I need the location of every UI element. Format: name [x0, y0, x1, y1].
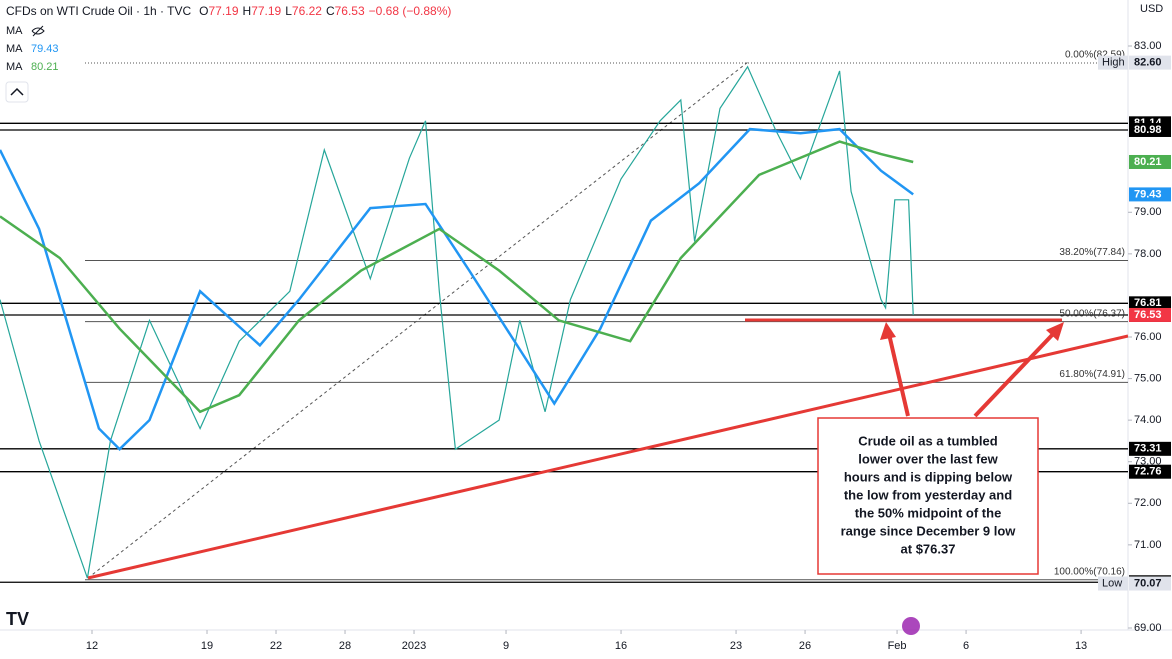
ohlc-key: L [285, 4, 292, 18]
indicator-name: MA [6, 43, 23, 55]
price-badge [1129, 464, 1171, 479]
price-badge [1129, 55, 1171, 70]
ohlc-value: 77.19 [251, 4, 281, 18]
y-tick-label: 71.00 [1134, 539, 1162, 551]
price-badge-label: 72.76 [1134, 466, 1162, 478]
indicator-value: 80.21 [31, 61, 59, 73]
price-badge-label: 82.60 [1134, 57, 1162, 69]
moving-average [0, 127, 914, 451]
chart-title: CFDs on WTI Crude Oil · 1h · TVC [6, 4, 191, 18]
annotation-box [817, 417, 1039, 575]
logo: TV [6, 609, 29, 629]
arrow [887, 333, 910, 417]
price-tag [1098, 55, 1128, 70]
x-tick-label: 23 [730, 640, 742, 652]
annotation-line: the low from yesterday and [844, 487, 1012, 502]
x-tick-label: Feb [888, 640, 907, 652]
currency: USD [1140, 3, 1163, 15]
y-tick-label: 72.00 [1134, 497, 1162, 509]
collapse-button[interactable] [5, 81, 29, 103]
price-badge-label: 73.31 [1134, 443, 1162, 455]
x-tick-label: 13 [1075, 640, 1087, 652]
event-icon[interactable] [902, 617, 920, 635]
arrow [973, 330, 1057, 418]
x-tick-label: 6 [963, 640, 969, 652]
ohlc-value: 76.22 [292, 4, 322, 18]
trendline [87, 334, 1129, 580]
price-badge [1129, 441, 1171, 456]
price-badge [1129, 122, 1171, 137]
fib-diagonal [87, 61, 749, 579]
y-tick-label: 74.00 [1134, 414, 1162, 426]
y-tick-label: 78.00 [1134, 248, 1162, 260]
indicator-name: MA [6, 25, 23, 37]
annotation-line: at $76.37 [901, 541, 956, 556]
annotation-line: range since December 9 low [841, 523, 1017, 538]
price-badge-label: 80.21 [1134, 156, 1162, 168]
ohlc-value: 77.19 [209, 4, 239, 18]
x-tick-label: 26 [799, 640, 811, 652]
y-tick-label: 76.00 [1134, 331, 1162, 343]
plot [0, 62, 1128, 583]
x-tick-label: 16 [615, 640, 627, 652]
ohlc-value: 76.53 [335, 4, 365, 18]
collapse-icon [10, 87, 24, 96]
price-badge [1129, 576, 1171, 591]
labels: CFDs on WTI Crude Oil · 1h · TVC O 77.19 H 7… [6, 3, 1171, 652]
fib-label: 0.00%(82.59) [1065, 50, 1125, 61]
y-tick-label: 75.00 [1134, 372, 1162, 384]
indicator-value: 79.43 [31, 43, 59, 55]
x-tick-label: 9 [503, 640, 509, 652]
ohlc-key: O [199, 4, 208, 18]
annotation-line: hours and is dipping below [844, 469, 1013, 484]
fib-label: 38.20%(77.84) [1059, 247, 1125, 258]
x-tick-label: 12 [86, 640, 98, 652]
annotation-line: lower over the last few [858, 451, 998, 466]
price-line [0, 65, 914, 579]
annotation-line: the 50% midpoint of the [855, 505, 1002, 520]
fib-label: 50.00%(76.37) [1059, 308, 1125, 319]
moving-average [0, 140, 914, 414]
price-tag-label: Low [1102, 577, 1122, 589]
y-tick-label: 79.00 [1134, 206, 1162, 218]
x-tick-label: 28 [339, 640, 351, 652]
x-tick-label: 19 [201, 640, 213, 652]
price-badge-label: 80.98 [1134, 124, 1162, 136]
change: −0.68 (−0.88%) [369, 4, 452, 18]
price-badge [1129, 154, 1171, 169]
price-badge-label: 76.81 [1134, 297, 1162, 309]
fib-label: 61.80%(74.91) [1059, 369, 1125, 380]
price-badge-label: 70.07 [1134, 577, 1162, 589]
arrow-head [1046, 322, 1064, 341]
price-badge [1129, 296, 1171, 311]
price-badge [1129, 187, 1171, 202]
price-badge-label: 76.53 [1134, 309, 1162, 321]
y-tick-label: 73.00 [1134, 456, 1162, 468]
x-tick-label: 2023 [402, 640, 426, 652]
x-tick-label: 22 [270, 640, 282, 652]
y-tick-label: 69.00 [1134, 622, 1162, 634]
price-badge-label: 79.43 [1134, 188, 1162, 200]
price-tag [1098, 576, 1128, 591]
price-badge [1129, 307, 1171, 322]
y-tick-label: 83.00 [1134, 40, 1162, 52]
arrow-head [880, 322, 896, 340]
hidden-icon [31, 25, 45, 37]
annotation-line: Crude oil as a tumbled [858, 433, 997, 448]
fib-label: 100.00%(70.16) [1054, 566, 1125, 577]
price-tag-label: High [1102, 57, 1125, 69]
indicator-name: MA [6, 61, 23, 73]
ohlc-key: H [243, 4, 252, 18]
ohlc-key: C [326, 4, 335, 18]
